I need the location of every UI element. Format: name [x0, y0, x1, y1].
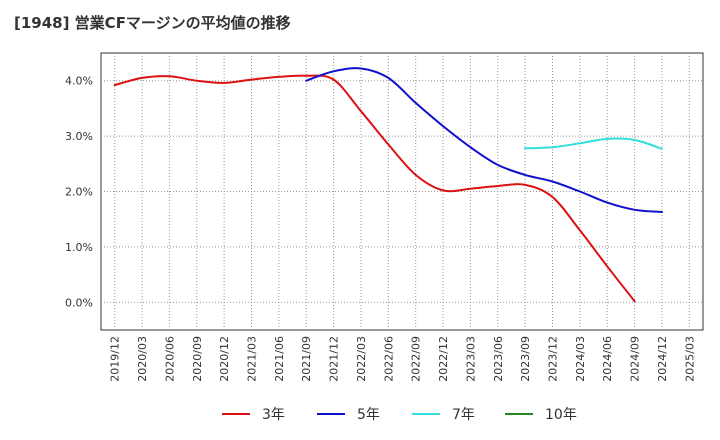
x-tick-label: 2024/12	[656, 336, 669, 382]
x-tick-label: 2020/06	[163, 336, 176, 382]
x-tick-label: 2020/09	[191, 336, 204, 382]
x-tick-label: 2019/12	[109, 336, 122, 382]
legend-label: 7年	[452, 407, 475, 423]
x-tick-label: 2022/09	[410, 336, 423, 382]
x-tick-label: 2022/06	[382, 336, 395, 382]
x-tick-label: 2021/12	[328, 336, 341, 382]
chart-title: [1948] 営業CFマージンの平均値の推移	[14, 14, 291, 32]
series-line-1	[305, 67, 663, 213]
x-tick-label: 2024/06	[601, 336, 614, 382]
x-tick-label: 2022/12	[437, 336, 450, 382]
legend-label: 5年	[357, 407, 380, 423]
x-tick-label: 2023/12	[547, 336, 560, 382]
y-axis: 0.0% 1.0% 2.0% 3.0% 4.0%	[65, 75, 93, 310]
legend: 3年 5年 7年 10年	[222, 407, 577, 423]
x-tick-label: 2022/03	[355, 336, 368, 382]
x-axis: 2019/12 2020/03 2020/06 2020/09 2020/12 2021/…	[109, 336, 697, 382]
legend-label: 10年	[545, 407, 577, 423]
y-tick-label: 3.0%	[65, 130, 93, 143]
y-tick-label: 2.0%	[65, 186, 93, 199]
series-layer	[113, 67, 663, 303]
x-tick-label: 2020/12	[218, 336, 231, 382]
x-tick-label: 2023/06	[492, 336, 505, 382]
grid-layer	[101, 53, 703, 330]
x-tick-label: 2021/09	[300, 336, 313, 382]
series-line-2	[524, 137, 663, 150]
x-tick-label: 2024/09	[629, 336, 642, 382]
y-tick-label: 1.0%	[65, 241, 93, 254]
y-tick-label: 4.0%	[65, 75, 93, 88]
y-tick-label: 0.0%	[65, 296, 93, 309]
x-tick-label: 2021/03	[246, 336, 259, 382]
x-tick-label: 2025/03	[683, 336, 696, 382]
legend-label: 3年	[262, 407, 285, 423]
x-tick-label: 2020/03	[136, 336, 149, 382]
x-tick-label: 2023/03	[464, 336, 477, 382]
x-tick-label: 2021/06	[273, 336, 286, 382]
x-tick-label: 2023/09	[519, 336, 532, 382]
series-line-0	[113, 74, 636, 303]
x-tick-label: 2024/03	[574, 336, 587, 382]
